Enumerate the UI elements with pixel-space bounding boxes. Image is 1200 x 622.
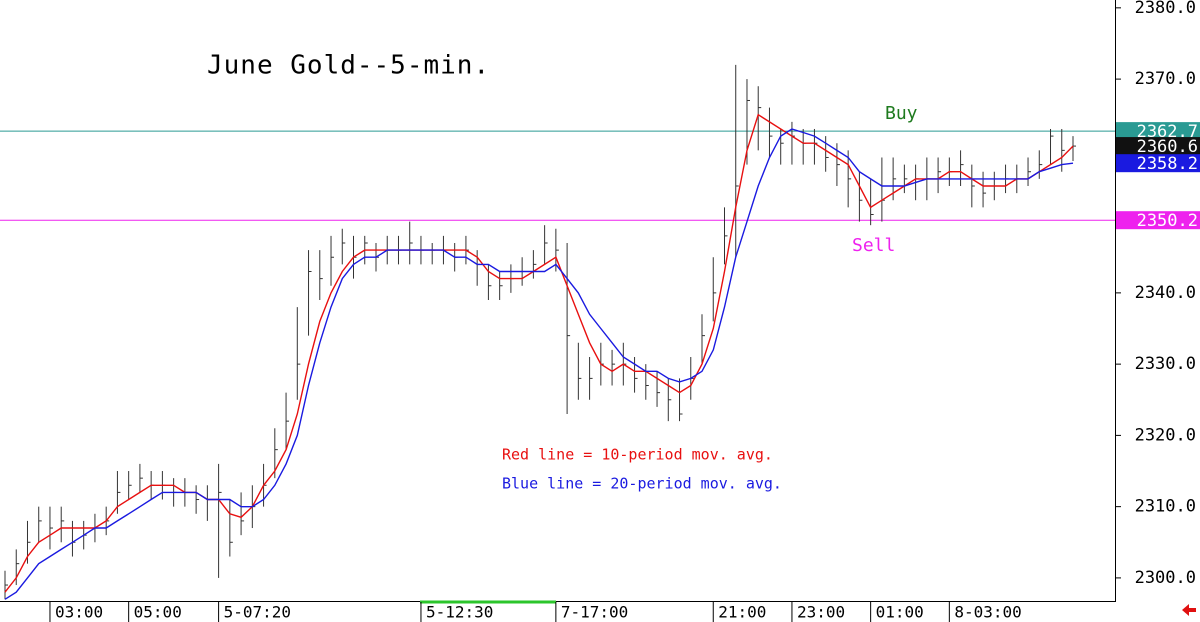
price-tag-label: 2358.2 [1137,154,1198,174]
y-tick-label: 2320.0 [1135,425,1196,445]
chart-title: June Gold--5-min. [207,51,490,81]
x-tick-label: 03:00 [55,603,103,622]
price-tag [1116,122,1200,141]
annotation: Red line = 10-period mov. avg. [502,446,773,464]
price-tag-label: 2350.2 [1137,211,1198,231]
x-tick-label: 01:00 [876,603,924,622]
scroll-arrow[interactable] [1182,604,1196,616]
x-tick-label: 21:00 [718,603,766,622]
annotation: Blue line = 20-period mov. avg. [502,475,782,493]
moving-average-line [4,128,1074,600]
x-tick-label: 23:00 [797,603,845,622]
moving-average-line [4,113,1074,593]
price-tag-label: 2360.6 [1137,137,1198,157]
price-tag [1116,154,1200,173]
y-tick-label: 2300.0 [1135,568,1196,588]
x-tick-label: 7-17:00 [561,603,628,622]
price-tag [1116,211,1200,230]
y-tick-label: 2330.0 [1135,354,1196,374]
price-tag [1116,137,1200,156]
x-tick-label: 05:00 [134,603,182,622]
y-tick-label: 2370.0 [1135,69,1196,89]
annotation: Sell [852,235,895,256]
y-tick-label: 2340.0 [1135,283,1196,303]
x-tick-label: 5-12:30 [426,603,493,622]
y-tick-label: 2380.0 [1135,0,1196,18]
y-tick-label: 2310.0 [1135,497,1196,517]
x-tick-label: 8-03:00 [954,603,1021,622]
x-tick-label: 5-07:20 [224,603,291,622]
annotation: Buy [885,103,918,124]
